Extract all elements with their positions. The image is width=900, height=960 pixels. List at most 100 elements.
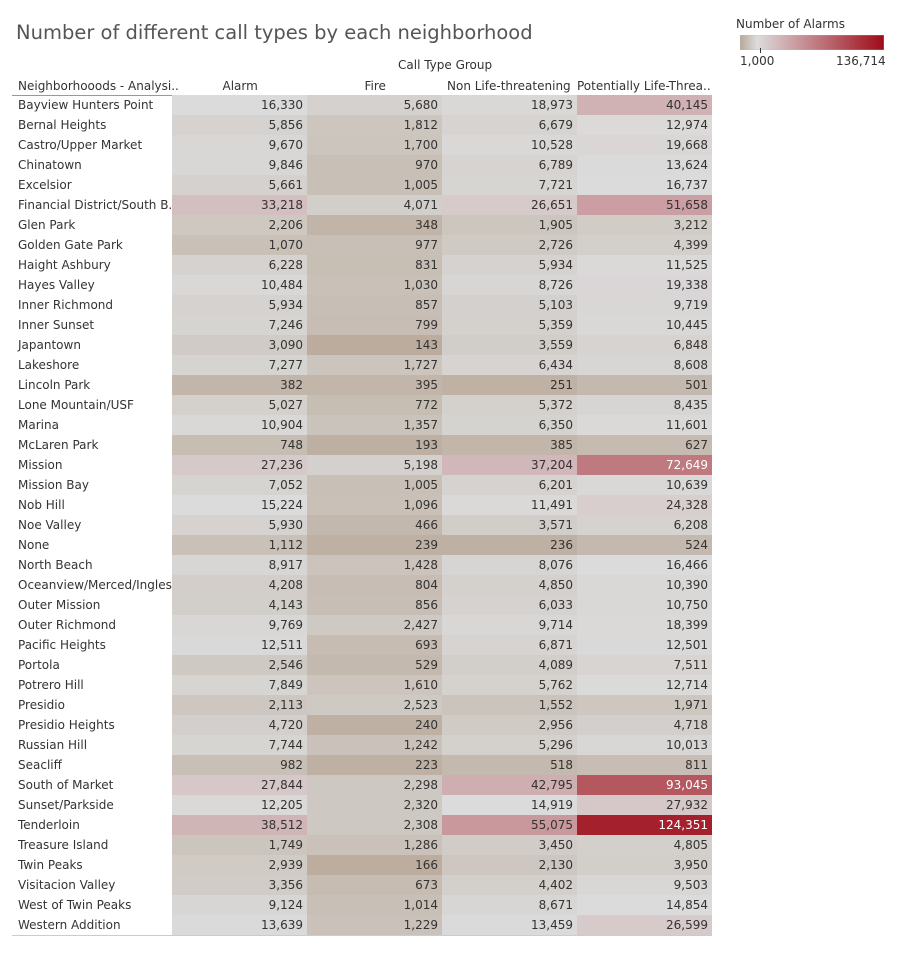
heatmap-cell[interactable]: 799 bbox=[307, 315, 442, 335]
heatmap-cell[interactable]: 2,113 bbox=[172, 695, 307, 715]
heatmap-cell[interactable]: 124,351 bbox=[577, 815, 712, 835]
heatmap-cell[interactable]: 12,205 bbox=[172, 795, 307, 815]
heatmap-cell[interactable]: 5,296 bbox=[442, 735, 577, 755]
heatmap-cell[interactable]: 8,726 bbox=[442, 275, 577, 295]
heatmap-cell[interactable]: 13,624 bbox=[577, 155, 712, 175]
heatmap-cell[interactable]: 16,737 bbox=[577, 175, 712, 195]
heatmap-cell[interactable]: 27,236 bbox=[172, 455, 307, 475]
heatmap-cell[interactable]: 12,501 bbox=[577, 635, 712, 655]
heatmap-cell[interactable]: 10,484 bbox=[172, 275, 307, 295]
heatmap-cell[interactable]: 1,242 bbox=[307, 735, 442, 755]
heatmap-cell[interactable]: 3,950 bbox=[577, 855, 712, 875]
heatmap-cell[interactable]: 501 bbox=[577, 375, 712, 395]
heatmap-cell[interactable]: 27,844 bbox=[172, 775, 307, 795]
heatmap-cell[interactable]: 10,390 bbox=[577, 575, 712, 595]
heatmap-cell[interactable]: 5,680 bbox=[307, 95, 442, 115]
heatmap-cell[interactable]: 8,671 bbox=[442, 895, 577, 915]
heatmap-cell[interactable]: 5,934 bbox=[172, 295, 307, 315]
heatmap-cell[interactable]: 6,033 bbox=[442, 595, 577, 615]
heatmap-cell[interactable]: 1,905 bbox=[442, 215, 577, 235]
heatmap-cell[interactable]: 4,399 bbox=[577, 235, 712, 255]
heatmap-cell[interactable]: 1,096 bbox=[307, 495, 442, 515]
heatmap-cell[interactable]: 5,198 bbox=[307, 455, 442, 475]
heatmap-cell[interactable]: 19,668 bbox=[577, 135, 712, 155]
heatmap-cell[interactable]: 6,848 bbox=[577, 335, 712, 355]
heatmap-cell[interactable]: 7,849 bbox=[172, 675, 307, 695]
heatmap-cell[interactable]: 466 bbox=[307, 515, 442, 535]
heatmap-cell[interactable]: 9,719 bbox=[577, 295, 712, 315]
heatmap-cell[interactable]: 14,919 bbox=[442, 795, 577, 815]
heatmap-cell[interactable]: 2,206 bbox=[172, 215, 307, 235]
heatmap-cell[interactable]: 239 bbox=[307, 535, 442, 555]
heatmap-cell[interactable]: 7,246 bbox=[172, 315, 307, 335]
heatmap-cell[interactable]: 2,939 bbox=[172, 855, 307, 875]
heatmap-cell[interactable]: 3,212 bbox=[577, 215, 712, 235]
heatmap-cell[interactable]: 1,428 bbox=[307, 555, 442, 575]
heatmap-cell[interactable]: 33,218 bbox=[172, 195, 307, 215]
heatmap-cell[interactable]: 6,201 bbox=[442, 475, 577, 495]
heatmap-cell[interactable]: 1,005 bbox=[307, 475, 442, 495]
heatmap-cell[interactable]: 12,511 bbox=[172, 635, 307, 655]
heatmap-cell[interactable]: 143 bbox=[307, 335, 442, 355]
heatmap-cell[interactable]: 385 bbox=[442, 435, 577, 455]
heatmap-cell[interactable]: 977 bbox=[307, 235, 442, 255]
heatmap-cell[interactable]: 16,466 bbox=[577, 555, 712, 575]
heatmap-cell[interactable]: 40,145 bbox=[577, 95, 712, 115]
heatmap-cell[interactable]: 1,610 bbox=[307, 675, 442, 695]
heatmap-cell[interactable]: 382 bbox=[172, 375, 307, 395]
heatmap-cell[interactable]: 193 bbox=[307, 435, 442, 455]
heatmap-cell[interactable]: 10,528 bbox=[442, 135, 577, 155]
heatmap-cell[interactable]: 12,974 bbox=[577, 115, 712, 135]
heatmap-cell[interactable]: 14,854 bbox=[577, 895, 712, 915]
heatmap-cell[interactable]: 5,856 bbox=[172, 115, 307, 135]
heatmap-cell[interactable]: 9,769 bbox=[172, 615, 307, 635]
heatmap-cell[interactable]: 1,286 bbox=[307, 835, 442, 855]
heatmap-cell[interactable]: 37,204 bbox=[442, 455, 577, 475]
heatmap-cell[interactable]: 10,013 bbox=[577, 735, 712, 755]
heatmap-cell[interactable]: 9,503 bbox=[577, 875, 712, 895]
heatmap-cell[interactable]: 395 bbox=[307, 375, 442, 395]
heatmap-cell[interactable]: 4,208 bbox=[172, 575, 307, 595]
heatmap-cell[interactable]: 7,277 bbox=[172, 355, 307, 375]
heatmap-cell[interactable]: 6,350 bbox=[442, 415, 577, 435]
heatmap-cell[interactable]: 8,917 bbox=[172, 555, 307, 575]
heatmap-cell[interactable]: 13,639 bbox=[172, 915, 307, 935]
heatmap-cell[interactable]: 857 bbox=[307, 295, 442, 315]
heatmap-cell[interactable]: 11,601 bbox=[577, 415, 712, 435]
heatmap-cell[interactable]: 982 bbox=[172, 755, 307, 775]
heatmap-cell[interactable]: 811 bbox=[577, 755, 712, 775]
heatmap-cell[interactable]: 5,027 bbox=[172, 395, 307, 415]
heatmap-cell[interactable]: 1,005 bbox=[307, 175, 442, 195]
heatmap-cell[interactable]: 3,559 bbox=[442, 335, 577, 355]
heatmap-cell[interactable]: 4,850 bbox=[442, 575, 577, 595]
heatmap-cell[interactable]: 42,795 bbox=[442, 775, 577, 795]
heatmap-cell[interactable]: 11,491 bbox=[442, 495, 577, 515]
heatmap-cell[interactable]: 627 bbox=[577, 435, 712, 455]
heatmap-cell[interactable]: 2,298 bbox=[307, 775, 442, 795]
heatmap-cell[interactable]: 12,714 bbox=[577, 675, 712, 695]
heatmap-cell[interactable]: 9,124 bbox=[172, 895, 307, 915]
heatmap-cell[interactable]: 2,523 bbox=[307, 695, 442, 715]
heatmap-cell[interactable]: 529 bbox=[307, 655, 442, 675]
heatmap-cell[interactable]: 1,749 bbox=[172, 835, 307, 855]
heatmap-cell[interactable]: 4,071 bbox=[307, 195, 442, 215]
heatmap-cell[interactable]: 9,714 bbox=[442, 615, 577, 635]
heatmap-cell[interactable]: 4,089 bbox=[442, 655, 577, 675]
heatmap-cell[interactable]: 5,372 bbox=[442, 395, 577, 415]
heatmap-cell[interactable]: 13,459 bbox=[442, 915, 577, 935]
heatmap-cell[interactable]: 3,356 bbox=[172, 875, 307, 895]
heatmap-cell[interactable]: 518 bbox=[442, 755, 577, 775]
heatmap-cell[interactable]: 5,359 bbox=[442, 315, 577, 335]
heatmap-cell[interactable]: 4,718 bbox=[577, 715, 712, 735]
heatmap-cell[interactable]: 5,661 bbox=[172, 175, 307, 195]
heatmap-cell[interactable]: 1,552 bbox=[442, 695, 577, 715]
heatmap-cell[interactable]: 8,076 bbox=[442, 555, 577, 575]
heatmap-cell[interactable]: 673 bbox=[307, 875, 442, 895]
heatmap-cell[interactable]: 18,973 bbox=[442, 95, 577, 115]
heatmap-cell[interactable]: 1,727 bbox=[307, 355, 442, 375]
heatmap-cell[interactable]: 10,445 bbox=[577, 315, 712, 335]
heatmap-cell[interactable]: 3,571 bbox=[442, 515, 577, 535]
heatmap-cell[interactable]: 16,330 bbox=[172, 95, 307, 115]
heatmap-cell[interactable]: 11,525 bbox=[577, 255, 712, 275]
heatmap-cell[interactable]: 1,014 bbox=[307, 895, 442, 915]
